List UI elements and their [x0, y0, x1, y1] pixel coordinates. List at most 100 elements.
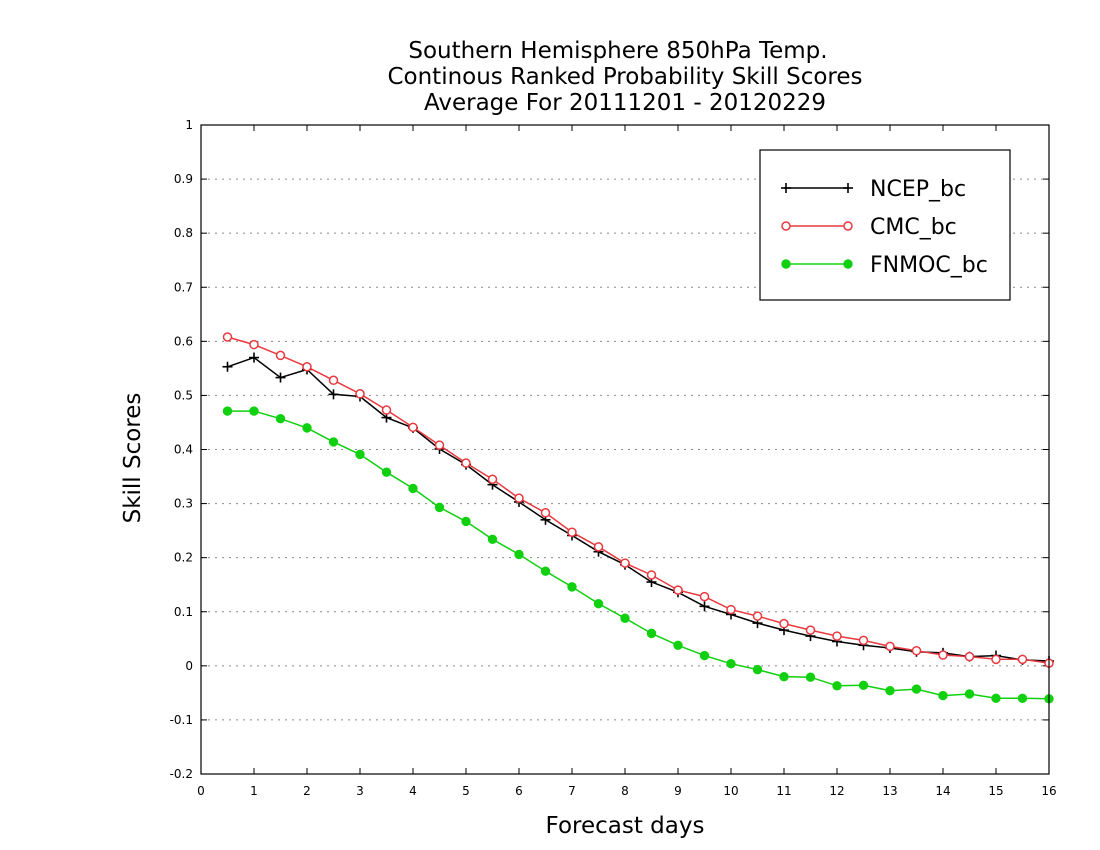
x-tick-label: 1 [250, 784, 258, 798]
x-tick-label: 2 [303, 784, 311, 798]
y-tick-label: 0 [185, 659, 193, 673]
data-point-cmc-bc [355, 389, 365, 399]
x-tick-label: 3 [356, 784, 364, 798]
y-tick-label: 0.7 [174, 280, 193, 294]
data-series [222, 332, 1054, 704]
y-tick-label: 1 [185, 118, 193, 132]
y-tick-label: 0.6 [174, 334, 193, 348]
data-point-fnmoc-bc [1017, 693, 1028, 703]
chart-title: Southern Hemisphere 850hPa Temp. Contino… [387, 38, 862, 116]
data-point-fnmoc-bc [434, 502, 445, 513]
data-point-cmc-bc [249, 339, 259, 350]
series-fnmoc-bc [222, 406, 1054, 704]
data-point-cmc-bc [434, 440, 445, 450]
x-tick-label: 7 [568, 784, 576, 798]
data-point-fnmoc-bc [408, 483, 418, 494]
x-tick-label: 10 [723, 784, 738, 798]
data-point-fnmoc-bc [964, 689, 975, 699]
data-point-cmc-bc [514, 493, 524, 503]
data-point-cmc-bc [726, 604, 736, 615]
x-axis-label: Forecast days [546, 813, 705, 839]
legend-marker-cmc-bc [843, 221, 853, 231]
y-tick-label: 0.4 [174, 443, 193, 457]
legend-marker-cmc-bc [781, 221, 791, 231]
data-point-cmc-bc [328, 375, 339, 386]
series-line-fnmoc-bc [227, 410, 1050, 700]
x-tick-label: 16 [1041, 784, 1056, 798]
x-tick-label: 4 [409, 784, 417, 798]
chart-title-line-1: Southern Hemisphere 850hPa Temp. [408, 38, 827, 64]
data-point-fnmoc-bc [249, 406, 259, 416]
legend: NCEP_bc CMC_bc FNMOC_bc [759, 149, 1011, 301]
legend-marker-ncep-bc [781, 183, 791, 193]
data-point-ncep-bc [222, 361, 233, 372]
data-point-fnmoc-bc [699, 650, 710, 661]
x-tick-label: 13 [882, 784, 897, 798]
data-point-fnmoc-bc [832, 681, 842, 691]
legend-marker-ncep-bc [843, 183, 853, 193]
plot-frame [200, 124, 1050, 775]
x-tick-label: 9 [674, 784, 682, 798]
x-tick-label: 0 [197, 784, 205, 798]
data-point-fnmoc-bc [487, 534, 498, 544]
data-point-fnmoc-bc [805, 672, 816, 682]
y-tick-label: 0.1 [174, 605, 193, 619]
data-point-cmc-bc [461, 458, 471, 468]
x-tick-label: 6 [515, 784, 523, 798]
data-point-fnmoc-bc [540, 566, 551, 576]
data-point-fnmoc-bc [673, 640, 683, 650]
data-point-cmc-bc [938, 650, 948, 660]
x-tick-label: 12 [829, 784, 844, 798]
y-axis-label: Skill Scores [120, 393, 146, 524]
data-point-fnmoc-bc [779, 671, 789, 682]
data-point-fnmoc-bc [275, 413, 286, 424]
data-point-fnmoc-bc [355, 449, 365, 460]
legend-item-cmc-bc: CMC_bc [781, 215, 957, 240]
data-point-cmc-bc [408, 422, 418, 433]
y-tick-label: -0.2 [170, 767, 193, 781]
data-point-fnmoc-bc [328, 437, 339, 447]
data-point-cmc-bc [885, 641, 895, 652]
data-point-cmc-bc [567, 527, 577, 537]
data-point-cmc-bc [832, 631, 842, 641]
legend-marker-fnmoc-bc [843, 259, 853, 269]
chart-title-line-2: Continous Ranked Probability Skill Score… [387, 64, 862, 90]
data-point-cmc-bc [302, 362, 312, 372]
y-tick-label: 0.5 [174, 388, 193, 402]
x-tick-label: 15 [988, 784, 1003, 798]
legend-item-fnmoc-bc: FNMOC_bc [781, 253, 988, 278]
legend-label-cmc-bc: CMC_bc [870, 215, 957, 240]
data-point-fnmoc-bc [646, 628, 657, 639]
legend-label-ncep-bc: NCEP_bc [870, 177, 966, 202]
data-point-cmc-bc [222, 332, 233, 342]
legend-label-fnmoc-bc: FNMOC_bc [870, 253, 988, 278]
legend-marker-fnmoc-bc [781, 259, 791, 269]
chart-title-line-3: Average For 20111201 - 20120229 [424, 90, 826, 116]
y-tick-label: 0.3 [174, 497, 193, 511]
data-point-fnmoc-bc [514, 549, 524, 560]
data-point-ncep-bc [275, 372, 286, 383]
series-line-ncep-bc [227, 356, 1050, 662]
series-cmc-bc [222, 332, 1054, 668]
data-point-cmc-bc [540, 508, 551, 518]
data-point-cmc-bc [673, 585, 683, 595]
data-point-cmc-bc [964, 651, 975, 662]
data-point-fnmoc-bc [911, 684, 922, 694]
data-point-fnmoc-bc [222, 406, 233, 416]
y-tick-label: -0.1 [170, 713, 193, 727]
data-point-fnmoc-bc [858, 680, 869, 691]
data-point-ncep-bc [699, 601, 710, 612]
data-point-cmc-bc [487, 474, 498, 484]
data-point-cmc-bc [752, 611, 763, 621]
x-tick-label: 11 [776, 784, 791, 798]
legend-box [759, 149, 1011, 301]
data-point-cmc-bc [699, 591, 710, 602]
y-tick-label: 0.8 [174, 226, 193, 240]
data-point-cmc-bc [805, 625, 816, 635]
data-point-fnmoc-bc [302, 423, 312, 433]
data-point-ncep-bc [328, 389, 339, 400]
legend-item-ncep-bc: NCEP_bc [781, 177, 966, 202]
data-point-fnmoc-bc [885, 686, 895, 696]
data-point-fnmoc-bc [991, 693, 1001, 703]
